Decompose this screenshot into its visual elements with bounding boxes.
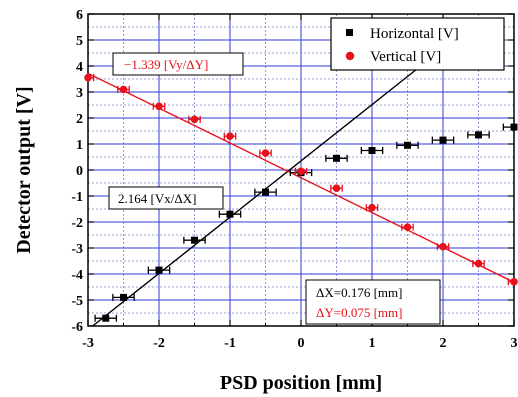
y-tick-label: -4 [71, 268, 83, 283]
legend-marker-horizontal [346, 29, 353, 36]
data-series [84, 73, 518, 322]
data-point-horizontal [262, 188, 269, 196]
data-point-horizontal [510, 123, 518, 131]
data-point-vertical [403, 223, 412, 231]
x-tick-label: -2 [153, 336, 165, 351]
data-point-vertical [368, 203, 376, 212]
data-point-vertical [510, 278, 518, 286]
data-point-vertical [439, 242, 447, 251]
x-tick-label: 1 [369, 336, 376, 351]
data-point-horizontal [368, 147, 376, 154]
fit-label-vertical: −1.339 [Vy/ΔY] [112, 52, 244, 76]
y-tick-label: 4 [76, 60, 83, 75]
x-axis-title: PSD position [mm] [220, 372, 382, 394]
y-axis-title: Detector output [V] [13, 86, 35, 253]
legend-box [330, 17, 505, 71]
series-vertical [84, 73, 518, 286]
y-tick-label: -6 [71, 320, 83, 335]
fit-line-horizontal [92, 64, 423, 327]
fit-label-vertical-text: −1.339 [Vy/ΔY] [124, 57, 208, 72]
legend-label-horizontal: Horizontal [V] [370, 26, 459, 42]
data-point-vertical [119, 85, 128, 94]
y-tick-label: 0 [76, 164, 83, 179]
legend-label-vertical: Vertical [V] [370, 49, 441, 65]
y-tick-label: 3 [76, 86, 83, 101]
data-point-vertical [474, 259, 483, 268]
data-point-vertical [155, 102, 163, 111]
resolution-dy: ΔY=0.075 [mm] [316, 305, 402, 320]
legend: Horizontal [V] Vertical [V] [330, 17, 505, 71]
data-point-horizontal [155, 266, 163, 274]
fit-label-horizontal-box [108, 186, 224, 210]
data-point-horizontal [475, 131, 482, 139]
series-horizontal [94, 123, 518, 322]
legend-marker-vertical [345, 51, 355, 61]
resolution-dx: ΔX=0.176 [mm] [316, 285, 402, 300]
data-point-vertical [261, 149, 270, 157]
data-point-vertical [297, 167, 305, 176]
data-point-horizontal [404, 141, 411, 149]
fit-label-horizontal: 2.164 [Vx/ΔX] [108, 186, 224, 210]
y-tick-label: 6 [76, 8, 83, 23]
y-tick-label: -2 [71, 216, 83, 231]
fit-label-horizontal-text: 2.164 [Vx/ΔX] [118, 191, 196, 206]
data-point-vertical [226, 132, 234, 140]
x-tick-label: -3 [82, 336, 94, 351]
data-point-horizontal [439, 136, 447, 144]
y-tick-label: 5 [76, 34, 83, 49]
data-point-horizontal [333, 154, 340, 162]
resolution-box-frame [305, 279, 441, 325]
y-tick-label: -5 [71, 294, 83, 309]
data-point-vertical [332, 184, 341, 192]
y-tick-label: 2 [76, 112, 83, 127]
data-point-vertical [190, 115, 199, 124]
x-tick-label: 2 [440, 336, 447, 351]
x-tick-label: -1 [224, 336, 236, 351]
data-point-horizontal [120, 293, 127, 301]
data-point-horizontal [102, 314, 110, 322]
y-tick-labels: -6 -5 -4 -3 -2 -1 0 1 2 3 4 5 6 [71, 8, 83, 335]
data-point-vertical [84, 73, 92, 82]
x-tick-labels: -3 -2 -1 0 1 2 3 [82, 336, 517, 351]
fit-label-vertical-box [112, 52, 244, 76]
y-tick-label: -1 [71, 190, 83, 205]
x-tick-label: 3 [511, 336, 518, 351]
data-point-horizontal [191, 236, 198, 244]
y-tick-label: -3 [71, 242, 83, 257]
y-tick-label: 1 [76, 138, 83, 153]
resolution-box: ΔX=0.176 [mm] ΔY=0.075 [mm] [305, 279, 441, 325]
data-point-horizontal [226, 210, 234, 218]
axis-ticks [87, 13, 515, 327]
x-tick-label: 0 [298, 336, 305, 351]
